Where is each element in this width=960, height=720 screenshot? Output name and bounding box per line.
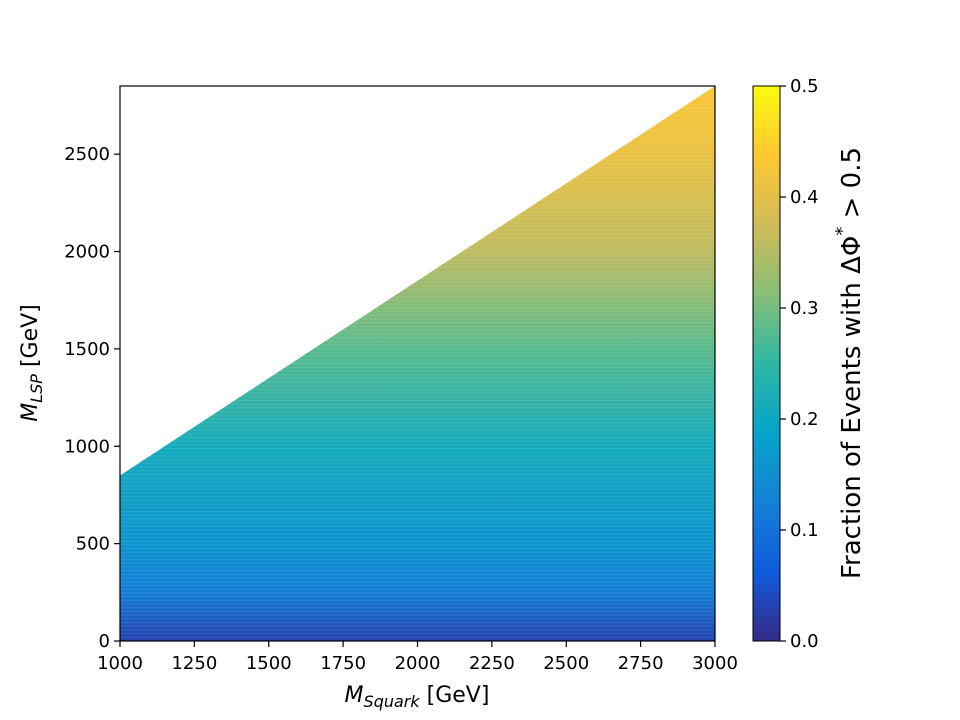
y-tick-label: 0 [99, 631, 110, 652]
colorbar-tick-label: 0.1 [790, 520, 819, 541]
y-axis-ticks: 0 500 1000 1500 2000 2500 [64, 144, 120, 652]
x-tick-label: 2000 [395, 653, 441, 674]
x-tick-label: 1500 [246, 653, 292, 674]
x-axis-ticks: 1000 1250 1500 1750 2000 2250 2500 2750 3000 [97, 641, 738, 674]
colorbar-tick-label: 0.0 [790, 631, 819, 652]
x-tick-label: 2750 [618, 653, 664, 674]
x-tick-label: 2500 [543, 653, 589, 674]
colorbar-gradient [752, 85, 781, 642]
x-tick-label: 1000 [97, 653, 143, 674]
x-tick-label: 3000 [692, 653, 738, 674]
y-tick-label: 2000 [64, 242, 110, 263]
y-axis-label: MLSP [GeV] [18, 304, 46, 422]
y-tick-label: 2500 [64, 144, 110, 165]
y-tick-label: 1500 [64, 339, 110, 360]
colorbar: 0.0 0.1 0.2 0.3 0.4 0.5 [752, 76, 819, 652]
colorbar-label: Fraction of Events with ΔΦ* > 0.5 [832, 147, 867, 579]
y-tick-label: 500 [76, 534, 110, 555]
colorbar-tick-label: 0.4 [790, 187, 819, 208]
x-tick-label: 1750 [320, 653, 366, 674]
colorbar-tick-label: 0.3 [790, 298, 819, 319]
y-tick-label: 1000 [64, 436, 110, 457]
x-tick-label: 2250 [469, 653, 515, 674]
colorbar-tick-label: 0.2 [790, 409, 819, 430]
colorbar-ticks: 0.0 0.1 0.2 0.3 0.4 0.5 [780, 76, 819, 652]
plot-area: 1000 1250 1500 1750 2000 2250 2500 2750 3000 0 50… [64, 85, 738, 674]
x-tick-label: 1250 [171, 653, 217, 674]
colorbar-tick-label: 0.5 [790, 76, 819, 97]
x-axis-label: MSquark [GeV] [345, 683, 490, 711]
